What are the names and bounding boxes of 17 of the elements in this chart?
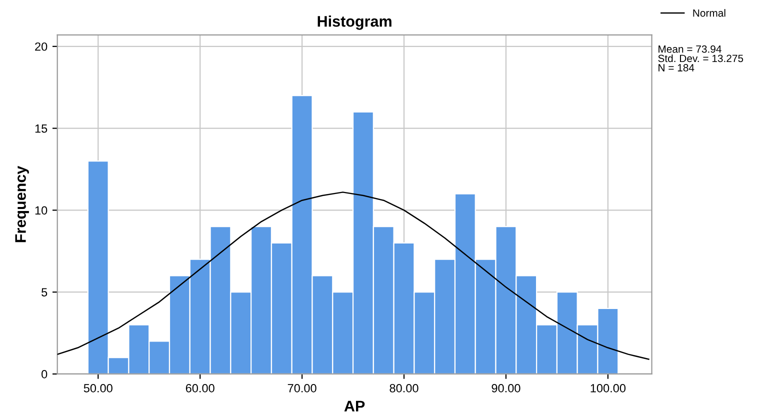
- x-tick-label: 100.00: [590, 384, 626, 392]
- y-axis-title: Frequency: [15, 166, 29, 242]
- x-axis-title: AP: [344, 400, 365, 412]
- line-series: [57, 192, 650, 360]
- x-tick-label: 90.00: [492, 384, 520, 392]
- y-tick-label: 0: [42, 370, 48, 378]
- y-tick-label: 20: [35, 42, 48, 51]
- chart-title: Histogram: [318, 16, 392, 30]
- x-tick-label: 50.00: [84, 384, 112, 392]
- y-tick-label: 10: [35, 206, 48, 215]
- y-tick-label: 5: [42, 288, 48, 296]
- x-tick-label: 80.00: [390, 384, 418, 392]
- text: Mean = 73.94 Std. Dev. = 13.275 N = 184: [658, 45, 744, 72]
- y-tick-label: 15: [35, 124, 48, 133]
- x-tick-label: 60.00: [186, 384, 214, 392]
- x-tick-label: 70.00: [288, 384, 316, 392]
- legend-label: Normal: [693, 9, 726, 17]
